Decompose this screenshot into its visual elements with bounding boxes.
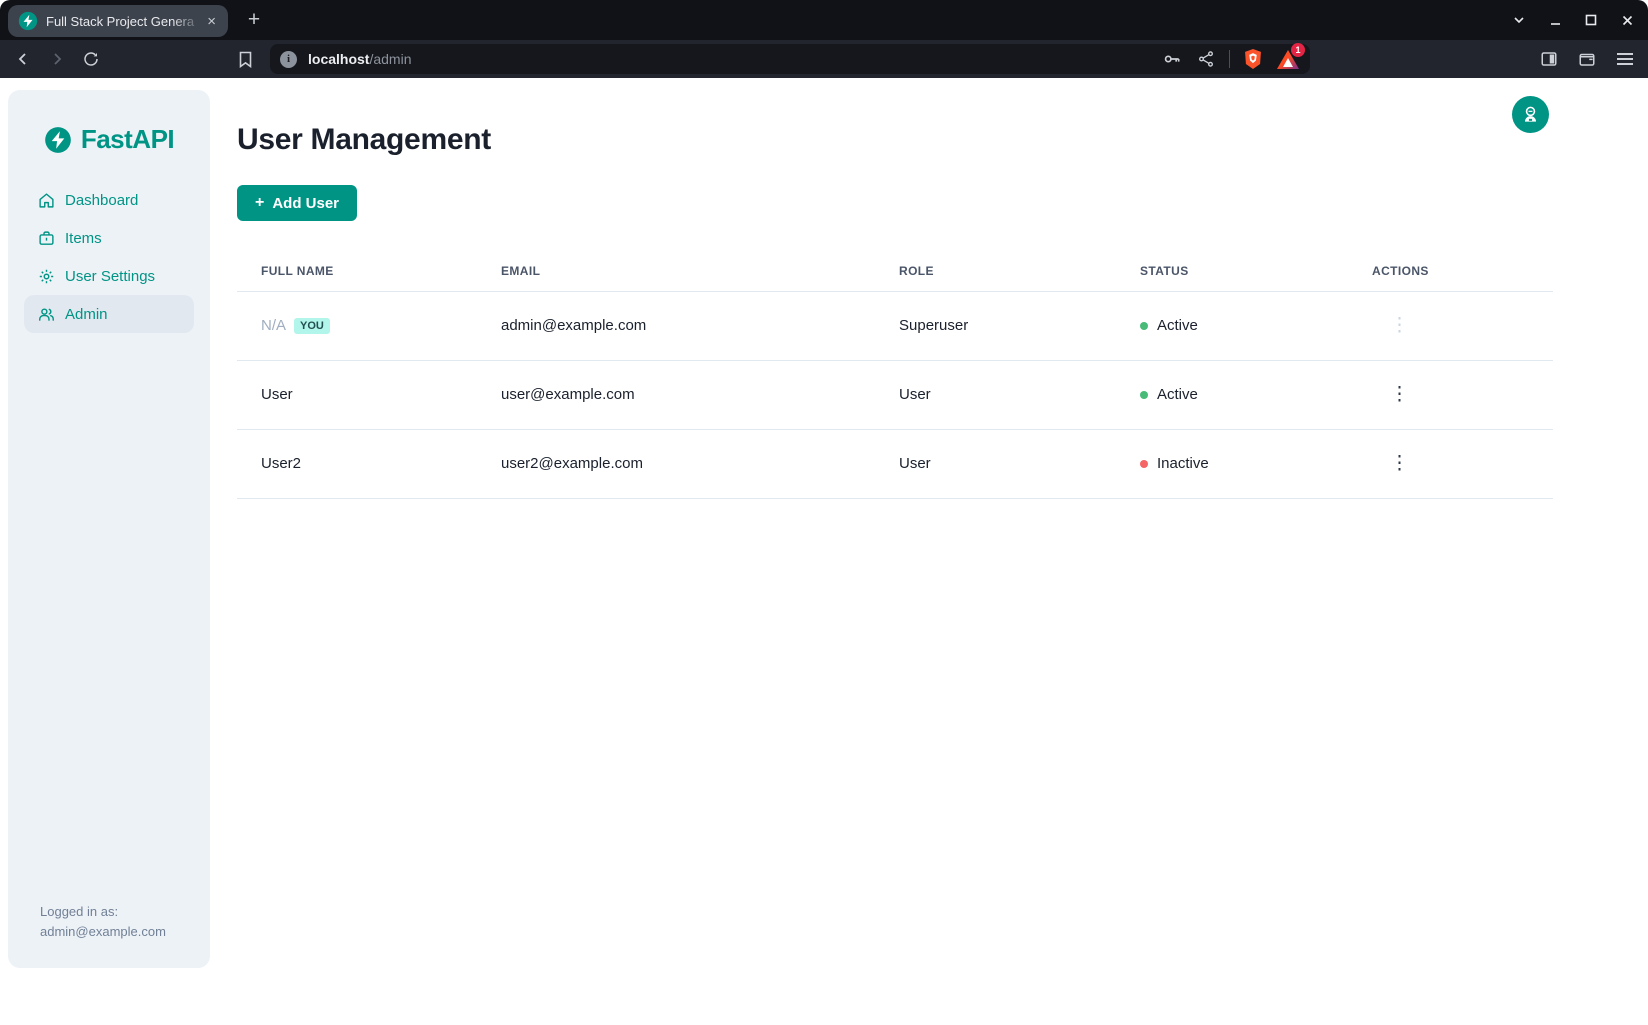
- row-actions-menu-icon[interactable]: ⋮: [1372, 385, 1409, 404]
- sidebar-item-label: Items: [65, 229, 102, 247]
- url-bar[interactable]: i localhost/admin 1: [270, 43, 1310, 74]
- page-content: FastAPI Dashboard Items User Settings A: [0, 78, 1648, 1025]
- window-maximize-icon[interactable]: [1580, 9, 1602, 31]
- row-actions-menu-icon[interactable]: ⋮: [1372, 316, 1409, 335]
- fastapi-favicon-icon: [18, 11, 38, 31]
- sidebar-nav: Dashboard Items User Settings Admin: [8, 181, 210, 333]
- cell-full-name: N/A YOU: [237, 291, 477, 361]
- cell-status: Active: [1116, 291, 1348, 361]
- logged-in-label: Logged in as:: [40, 904, 119, 919]
- sidebar-item-label: User Settings: [65, 267, 156, 285]
- cell-status: Inactive: [1116, 429, 1348, 499]
- header-full-name: Full Name: [237, 251, 477, 292]
- browser-toolbar: i localhost/admin 1: [0, 40, 1648, 78]
- users-icon: [39, 307, 54, 321]
- sidebar-toggle-icon[interactable]: [1538, 48, 1560, 70]
- cell-status: Active: [1116, 360, 1348, 430]
- rewards-notification-badge: 1: [1291, 43, 1305, 57]
- header-actions: Actions: [1348, 251, 1553, 292]
- bookmark-icon[interactable]: [234, 48, 256, 70]
- table-row: User2 user2@example.com User Inactive ⋮: [237, 429, 1553, 499]
- table-row: User user@example.com User Active ⋮: [237, 360, 1553, 430]
- users-table: Full Name Email Role Status Actions N/A Y…: [237, 251, 1553, 499]
- reload-icon[interactable]: [80, 48, 102, 70]
- sidebar-item-dashboard[interactable]: Dashboard: [24, 181, 194, 219]
- sidebar-item-label: Admin: [65, 305, 108, 323]
- tab-close-icon[interactable]: ×: [207, 12, 216, 30]
- page-title: User Management: [237, 123, 491, 156]
- sidebar-item-user-settings[interactable]: User Settings: [24, 257, 194, 295]
- logged-in-email: admin@example.com: [40, 924, 166, 939]
- browser-titlebar: Full Stack Project Genera × +: [0, 0, 1648, 40]
- cell-email: user2@example.com: [477, 429, 875, 499]
- sidebar-item-items[interactable]: Items: [24, 219, 194, 257]
- user-astronaut-icon: [1524, 106, 1537, 122]
- row-actions-menu-icon[interactable]: ⋮: [1372, 454, 1409, 473]
- cell-full-name: User2: [237, 429, 477, 499]
- user-menu-button[interactable]: [1512, 96, 1549, 133]
- brave-rewards-icon[interactable]: 1: [1276, 43, 1305, 70]
- forward-icon[interactable]: [46, 48, 68, 70]
- table-row: N/A YOU admin@example.com Superuser Activ…: [237, 291, 1553, 361]
- cell-role: User: [875, 429, 1116, 499]
- header-email: Email: [477, 251, 875, 292]
- sidebar-item-label: Dashboard: [65, 191, 139, 209]
- header-role: Role: [875, 251, 1116, 292]
- wallet-icon[interactable]: [1576, 48, 1598, 70]
- brave-shield-icon[interactable]: [1242, 48, 1264, 70]
- you-badge: YOU: [294, 318, 330, 334]
- new-tab-button[interactable]: +: [247, 8, 261, 31]
- cell-actions: ⋮: [1348, 360, 1553, 430]
- window-chevron-down-icon[interactable]: [1508, 9, 1530, 31]
- plus-icon: +: [255, 194, 265, 211]
- back-icon[interactable]: [12, 48, 34, 70]
- menu-hamburger-icon[interactable]: [1614, 48, 1636, 70]
- cell-role: Superuser: [875, 291, 1116, 361]
- window-minimize-icon[interactable]: [1544, 9, 1566, 31]
- cell-email: admin@example.com: [477, 291, 875, 361]
- sidebar-item-admin[interactable]: Admin: [24, 295, 194, 333]
- window-close-icon[interactable]: [1616, 9, 1638, 31]
- gear-icon: [39, 269, 54, 283]
- cell-actions: ⋮: [1348, 429, 1553, 499]
- home-icon: [39, 192, 54, 208]
- status-dot: [1140, 390, 1148, 399]
- logo-text: FastAPI: [80, 124, 175, 154]
- password-key-icon[interactable]: [1161, 48, 1183, 70]
- main-content: User Management + Add User Full Name Ema…: [237, 78, 1553, 499]
- url-path: /admin: [369, 51, 412, 67]
- tab-title: Full Stack Project Genera: [46, 13, 195, 29]
- cell-email: user@example.com: [477, 360, 875, 430]
- add-user-label: Add User: [272, 194, 340, 212]
- add-user-button[interactable]: + Add User: [237, 185, 358, 221]
- url-host: localhost: [308, 51, 370, 67]
- status-dot: [1140, 459, 1148, 468]
- site-info-icon[interactable]: i: [280, 50, 297, 68]
- status-dot: [1140, 321, 1148, 330]
- browser-tab[interactable]: Full Stack Project Genera ×: [8, 5, 228, 37]
- url-text: localhost/admin: [308, 51, 412, 67]
- cell-full-name: User: [237, 360, 477, 430]
- briefcase-icon: [39, 230, 54, 245]
- share-icon[interactable]: [1195, 48, 1217, 70]
- sidebar: FastAPI Dashboard Items User Settings A: [8, 90, 210, 968]
- divider: [1229, 50, 1230, 68]
- cell-actions: ⋮: [1348, 291, 1553, 361]
- fastapi-logo: FastAPI: [8, 124, 210, 155]
- logged-in-footer: Logged in as: admin@example.com: [40, 902, 166, 942]
- header-status: Status: [1116, 251, 1348, 292]
- table-header-row: Full Name Email Role Status Actions: [237, 251, 1553, 292]
- cell-role: User: [875, 360, 1116, 430]
- fastapi-bolt-icon: [45, 126, 71, 153]
